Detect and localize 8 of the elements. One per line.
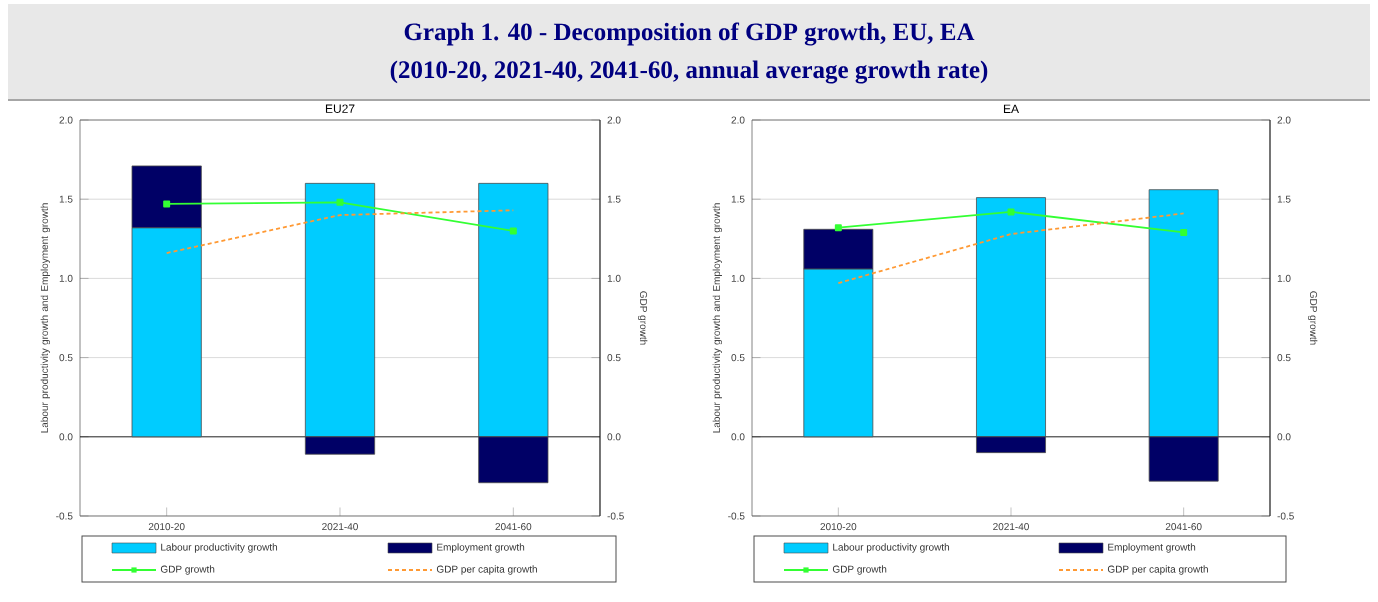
point bbox=[1180, 228, 1188, 236]
point bbox=[1007, 208, 1015, 216]
point bbox=[834, 224, 842, 232]
point bbox=[163, 200, 171, 208]
point bbox=[336, 198, 344, 206]
point bbox=[509, 227, 517, 235]
text: Graph 1. 40 - Decomposition of GDP growth, EU, EA bbox=[404, 22, 975, 46]
text: (2010-20, 2021-40, 2041-60, annual average growth rate) bbox=[390, 60, 988, 84]
